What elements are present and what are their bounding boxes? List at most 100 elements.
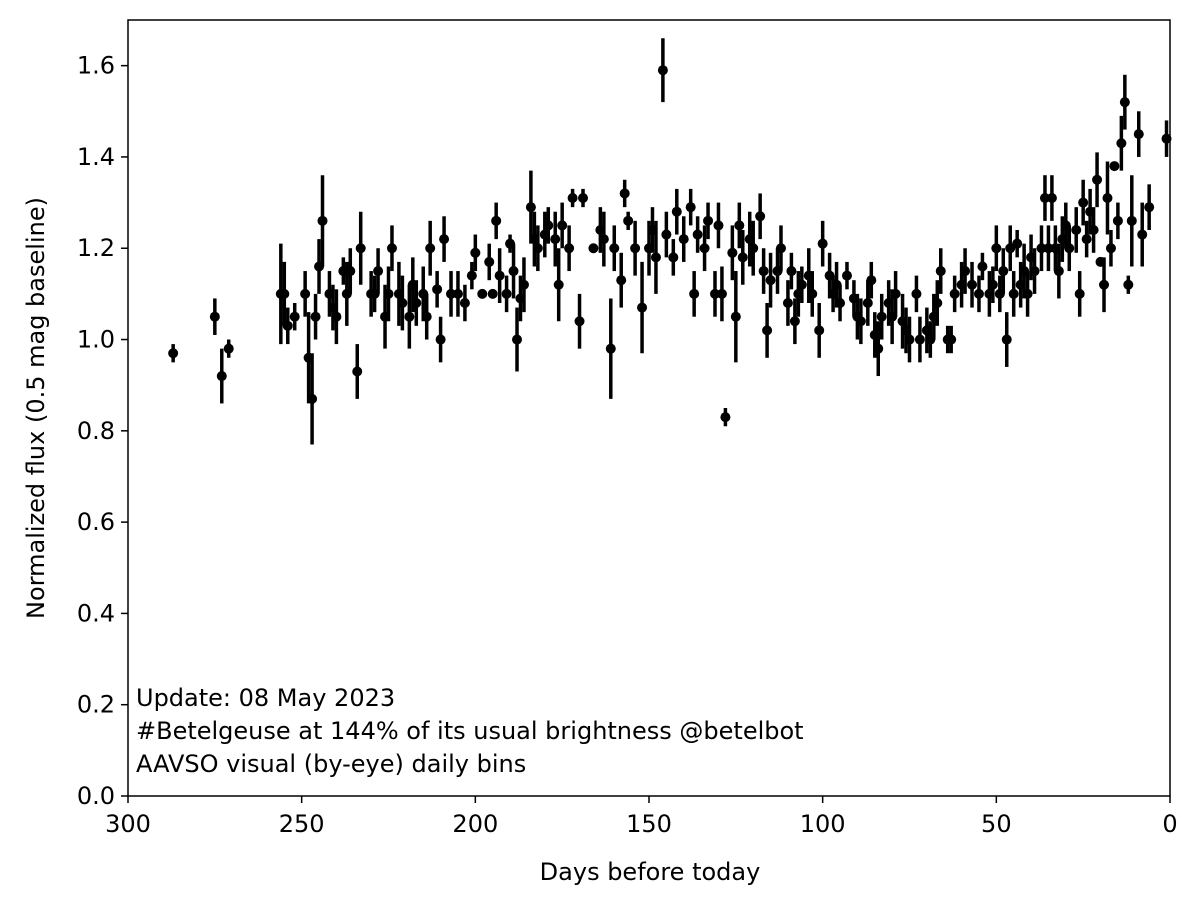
data-point [623,215,634,226]
data-point [209,311,220,322]
data-point [734,220,745,231]
data-point [835,298,846,309]
data-point [331,311,342,322]
data-point [345,266,356,277]
data-point [1012,238,1023,249]
data-point [439,234,450,245]
data-point [737,252,748,263]
data-point [491,215,502,226]
data-point [1116,138,1127,149]
data-point [786,266,797,277]
data-point [932,298,943,309]
data-point [567,193,578,204]
data-point [855,316,866,327]
data-point [216,371,227,382]
data-point [755,211,766,222]
data-point [446,288,457,299]
data-point [1001,334,1012,345]
data-point [911,288,922,299]
data-point [421,311,432,322]
data-point [487,288,498,299]
data-point [678,234,689,245]
data-point [466,270,477,281]
data-point [841,270,852,281]
data-point [914,334,925,345]
data-point [574,316,585,327]
data-point [1008,288,1019,299]
data-point [967,279,978,290]
data-point [876,311,887,322]
x-tick-label: 50 [981,810,1012,838]
data-point [709,288,720,299]
data-point [1123,279,1134,290]
data-point [1029,266,1040,277]
data-point [689,288,700,299]
data-point [300,288,311,299]
data-point [605,343,616,354]
data-point [435,334,446,345]
data-point [998,266,1009,277]
data-point [1133,129,1144,140]
data-point [1099,279,1110,290]
data-point [373,266,384,277]
data-point [1126,215,1137,226]
data-point [279,288,290,299]
data-point [716,288,727,299]
data-point [699,243,710,254]
y-tick-label: 0.4 [77,599,115,627]
y-tick-label: 1.4 [77,143,115,171]
data-point [307,393,318,404]
data-point [432,284,443,295]
data-point [578,193,589,204]
data-point [553,279,564,290]
y-tick-label: 1.2 [77,234,115,262]
data-point [1053,266,1064,277]
y-axis-label: Normalized flux (0.5 mag baseline) [22,197,50,619]
data-point [671,206,682,217]
data-point [862,298,873,309]
data-point [668,252,679,263]
data-point [703,215,714,226]
x-tick-label: 200 [452,810,498,838]
data-point [588,243,599,254]
data-point [650,252,661,263]
data-point [987,279,998,290]
data-point [904,334,915,345]
annotation: AAVSO visual (by-eye) daily bins [136,750,526,778]
data-point [1071,224,1082,235]
data-point [807,288,818,299]
data-point [630,243,641,254]
data-point [459,298,470,309]
data-point [508,266,519,277]
annotation: #Betelgeuse at 144% of its usual brightn… [136,717,804,745]
data-point [685,202,696,213]
x-tick-label: 0 [1162,810,1177,838]
data-point [657,65,668,76]
data-point [397,298,408,309]
data-point [616,275,627,286]
data-point [748,243,759,254]
data-point [289,311,300,322]
y-tick-label: 0.8 [77,417,115,445]
data-point [386,243,397,254]
data-point [1039,193,1050,204]
data-point [557,220,568,231]
data-point [873,343,884,354]
data-point [1081,234,1092,245]
data-point [282,320,293,331]
data-point [1144,202,1155,213]
data-point [817,238,828,249]
y-tick-label: 0.2 [77,691,115,719]
data-point [1105,243,1116,254]
data-point [1064,243,1075,254]
data-point [452,288,463,299]
data-point [494,270,505,281]
plot-frame [127,19,1171,797]
data-point [762,325,773,336]
data-point [1092,174,1103,185]
data-point [730,311,741,322]
data-point [310,311,321,322]
data-point [223,343,234,354]
data-point [1022,288,1033,299]
